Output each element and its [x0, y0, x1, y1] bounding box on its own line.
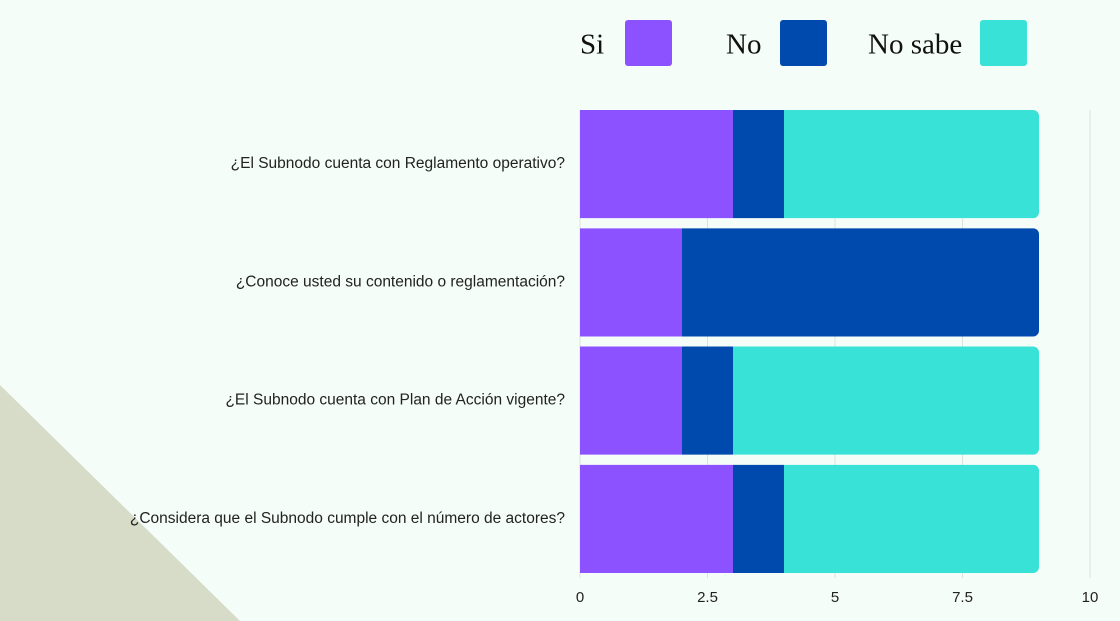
bar-segment: [733, 346, 1039, 455]
bar-row: [580, 464, 1039, 573]
bar-segment: [682, 346, 733, 455]
x-tick-label: 5: [831, 589, 839, 606]
legend-label: No sabe: [868, 29, 962, 61]
legend-swatch: [625, 20, 672, 66]
category-label: ¿El Subnodo cuenta con Plan de Acción vi…: [225, 392, 565, 409]
category-label: ¿Conoce usted su contenido o reglamentac…: [236, 273, 566, 290]
bar-segment: [784, 110, 1039, 219]
bar-segment: [580, 228, 682, 337]
legend-swatch: [980, 20, 1027, 66]
x-tick-label: 7.5: [952, 589, 973, 606]
category-label: ¿El Subnodo cuenta con Reglamento operat…: [231, 155, 566, 172]
x-tick-label: 10: [1082, 589, 1099, 606]
x-tick-label: 0: [576, 589, 584, 606]
bar-segment: [580, 346, 682, 455]
bar-row: [580, 110, 1039, 219]
bar-row: [580, 346, 1039, 455]
bar-row: [580, 228, 1039, 337]
bar-segment: [580, 110, 733, 219]
bar-segment: [733, 464, 784, 573]
x-tick-label: 2.5: [697, 589, 718, 606]
background-shape: [0, 385, 240, 621]
bar-segment: [784, 464, 1039, 573]
bar-segment: [733, 110, 784, 219]
legend-label: Si: [580, 29, 604, 61]
legend-swatch: [780, 20, 827, 66]
bar-segment: [580, 464, 733, 573]
legend-label: No: [726, 29, 761, 61]
category-label: ¿Considera que el Subnodo cumple con el …: [130, 510, 566, 527]
bar-segment: [682, 228, 1039, 337]
